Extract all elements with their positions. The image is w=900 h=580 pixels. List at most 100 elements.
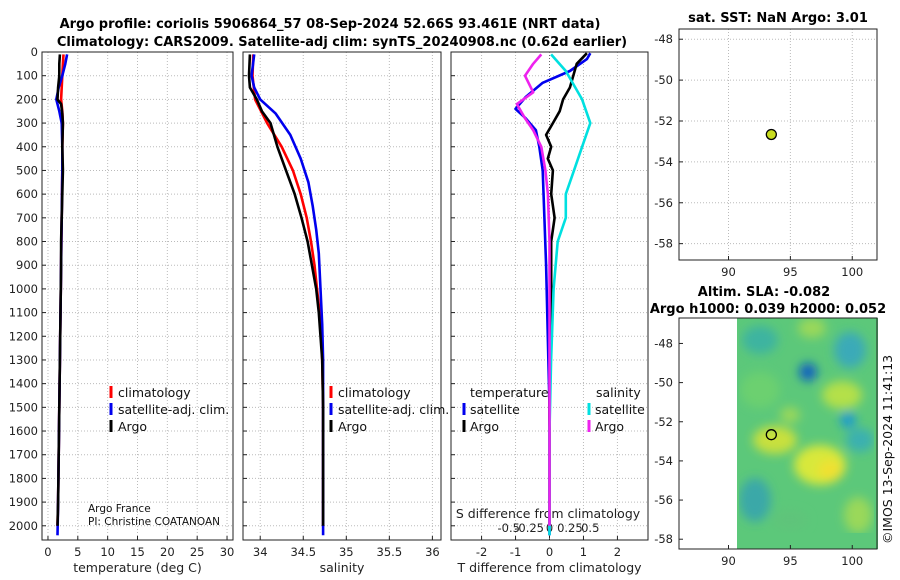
- lat-tick-label: -52: [654, 114, 673, 128]
- legend-temp-argo: Argo: [470, 419, 499, 434]
- legend-sal-satellite: satellite: [595, 402, 645, 417]
- x-tick-label: 20: [160, 545, 175, 559]
- lat-tick-label: -50: [654, 73, 673, 87]
- lon-tick-label: 90: [721, 554, 736, 568]
- x-axis-label: salinity: [320, 560, 365, 575]
- depth-tick-label: 1000: [9, 282, 38, 296]
- depth-tick-label: 1600: [9, 424, 38, 438]
- lat-tick-label: -48: [654, 32, 673, 46]
- series-line: [514, 52, 592, 536]
- series-line: [515, 53, 551, 526]
- x-tick-label: -2: [476, 545, 487, 559]
- depth-tick-label: 600: [16, 187, 38, 201]
- lon-tick-label: 100: [841, 554, 863, 568]
- difference-profile-panel: -2 -1 0 1 2T difference from climatology -0.5…: [450, 51, 649, 575]
- lat-tick-label: -58: [654, 237, 673, 251]
- x-tick-label: 10: [100, 545, 115, 559]
- salinity-diff-tick-label: -0.5: [498, 521, 520, 535]
- lat-tick-label: -54: [654, 155, 673, 169]
- salinity-diff-tick-label: -0.25: [514, 521, 544, 535]
- x-tick-label: 0: [44, 545, 51, 559]
- depth-tick-label: 1300: [9, 353, 38, 367]
- figure-title-line2: Climatology: CARS2009. Satellite-adj cli…: [57, 35, 627, 50]
- depth-tick-label: 0: [31, 45, 38, 59]
- depth-tick-label: 100: [16, 69, 38, 83]
- lat-tick-label: -54: [654, 454, 673, 468]
- depth-tick-label: 900: [16, 258, 38, 272]
- credit-text: Argo France: [88, 503, 151, 515]
- legend-argo: Argo: [338, 419, 367, 434]
- legend-satellite-adj: satellite-adj. clim.: [118, 402, 229, 417]
- imos-stamp: ©IMOS 13-Sep-2024 11:41:13: [880, 355, 895, 544]
- legend-climatology: climatology: [338, 385, 411, 400]
- lon-tick-label: 95: [783, 265, 798, 279]
- x-tick-label: 2: [614, 545, 621, 559]
- x-tick-label: 34.5: [290, 545, 316, 559]
- x-tick-label: 1: [580, 545, 587, 559]
- series-line: [544, 52, 588, 526]
- sla-title-line1: Altim. SLA: -0.082: [698, 285, 830, 300]
- depth-tick-label: 1800: [9, 471, 38, 485]
- depth-tick-label: 1700: [9, 448, 38, 462]
- salinity-diff-tick-label: 0.5: [581, 521, 599, 535]
- salinity-diff-tick-label: 0.25: [557, 521, 583, 535]
- x-axis-label: T difference from climatology: [456, 560, 642, 575]
- argo-position-marker: [765, 429, 777, 441]
- argo-position-marker: [765, 128, 777, 141]
- legend-temp-satellite: satellite: [470, 402, 520, 417]
- lat-tick-label: -48: [654, 336, 673, 350]
- legend-argo: Argo: [118, 419, 147, 434]
- x-tick-label: 36: [425, 545, 440, 559]
- temperature-profile-panel: 0100200300400500600700800900100011001200…: [9, 45, 235, 575]
- lat-tick-label: -50: [654, 376, 673, 390]
- difference-legend: temperature salinity satellite Argo sate…: [462, 385, 645, 434]
- x-tick-label: 30: [220, 545, 235, 559]
- series-line: [250, 54, 325, 536]
- sst-map-panel: sat. SST: NaN Argo: 3.01 -48 -50 -52 -54 -56…: [654, 11, 878, 279]
- legend-header-salinity: salinity: [596, 385, 641, 400]
- depth-tick-label: 1100: [9, 306, 38, 320]
- legend-sal-argo: Argo: [595, 419, 624, 434]
- lon-tick-label: 95: [783, 554, 798, 568]
- legend-climatology: climatology: [118, 385, 191, 400]
- depth-tick-label: 700: [16, 211, 38, 225]
- x-tick-label: 15: [130, 545, 145, 559]
- x-tick-label: 34: [253, 545, 268, 559]
- depth-tick-label: 300: [16, 116, 38, 130]
- lon-tick-label: 100: [841, 265, 863, 279]
- depth-tick-label: 500: [16, 163, 38, 177]
- salinity-legend: climatology satellite-adj. clim. Argo: [329, 385, 449, 434]
- lat-tick-label: -56: [654, 493, 673, 507]
- salinity-profile-panel: 34 34.5 35 35.5 36 salinity: [242, 51, 442, 575]
- depth-tick-label: 1500: [9, 400, 38, 414]
- legend-satellite-adj: satellite-adj. clim.: [338, 402, 449, 417]
- depth-tick-label: 200: [16, 92, 38, 106]
- depth-tick-label: 1200: [9, 329, 38, 343]
- depth-tick-label: 2000: [9, 519, 38, 533]
- sla-map-panel: Altim. SLA: -0.082 Argo h1000: 0.039 h20…: [650, 285, 886, 568]
- lat-tick-label: -58: [654, 532, 673, 546]
- x-tick-label: 25: [190, 545, 205, 559]
- lat-tick-label: -56: [654, 196, 673, 210]
- x-tick-label: 5: [74, 545, 81, 559]
- sla-heatmap: [737, 318, 878, 549]
- x-tick-label: 35: [339, 545, 354, 559]
- depth-tick-label: 800: [16, 235, 38, 249]
- sst-title: sat. SST: NaN Argo: 3.01: [688, 11, 868, 26]
- sla-title-line2: Argo h1000: 0.039 h2000: 0.052: [650, 302, 886, 317]
- depth-tick-label: 1400: [9, 377, 38, 391]
- lon-tick-label: 90: [721, 265, 736, 279]
- series-line: [548, 53, 592, 536]
- depth-tick-label: 1900: [9, 495, 38, 509]
- figure-title-line1: Argo profile: coriolis 5906864_57 08-Sep…: [60, 17, 601, 32]
- depth-tick-label: 400: [16, 140, 38, 154]
- series-line: [247, 54, 325, 526]
- pi-text: PI: Christine COATANOAN: [88, 516, 220, 528]
- x-tick-label: -1: [510, 545, 521, 559]
- lat-tick-label: -52: [654, 415, 673, 429]
- x-tick-label: 35.5: [377, 545, 403, 559]
- temperature-legend: climatology satellite-adj. clim. Argo: [109, 385, 229, 434]
- series-line: [56, 54, 65, 526]
- x-axis-label: temperature (deg C): [73, 560, 202, 575]
